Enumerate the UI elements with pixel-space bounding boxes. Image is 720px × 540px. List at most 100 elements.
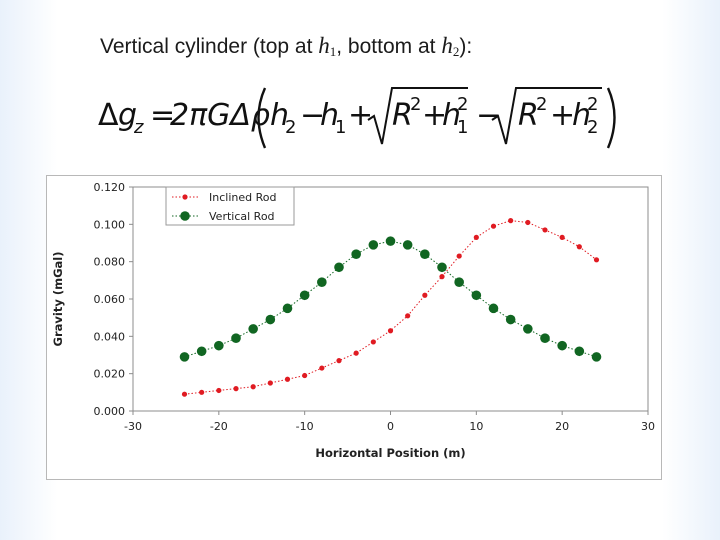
formula-h2: h: [270, 98, 289, 133]
formula-plus: +: [348, 98, 373, 133]
data-point: [405, 313, 411, 319]
data-point: [282, 303, 293, 314]
data-point: [540, 333, 550, 343]
legend-label: Vertical Rod: [209, 210, 275, 223]
chart-frame: 0.000 0.020 0.040 0.060 0.080 0.100 0.120 -30 -2…: [46, 175, 662, 480]
formula-plus-inner-1: +: [422, 98, 447, 133]
x-tick-label: 30: [641, 420, 655, 433]
heading-var-h1: h: [318, 33, 330, 58]
data-point: [302, 372, 308, 379]
formula-left-paren: [257, 87, 267, 149]
y-tick-label: 0.120: [94, 181, 126, 194]
formula-right-paren: [606, 87, 616, 149]
data-point: [439, 274, 445, 280]
x-axis-label: Horizontal Position (m): [315, 446, 465, 460]
formula-R-2: R: [518, 98, 539, 133]
data-point: [387, 328, 394, 334]
data-point: [508, 218, 514, 224]
heading-suffix: ):: [459, 35, 473, 58]
data-point: [216, 387, 222, 394]
axes: 0.000 0.020 0.040 0.060 0.080 0.100 0.120 -30 -2…: [51, 181, 655, 460]
formula-h1-sq: h: [442, 98, 461, 133]
data-point: [317, 277, 327, 287]
formula-equals: =: [150, 98, 175, 133]
formula-minus-1: −: [300, 98, 325, 133]
data-point: [319, 365, 325, 371]
heading-var-h2: h: [441, 33, 453, 58]
legend-label: Inclined Rod: [209, 191, 276, 204]
formula-h2-sq: h: [572, 98, 591, 133]
data-point: [199, 389, 205, 395]
y-axis-label: Gravity (mGal): [51, 252, 65, 347]
data-point: [368, 240, 379, 250]
data-point: [473, 234, 479, 240]
slide-heading: Vertical cylinder (top at h1, bottom at …: [100, 33, 472, 60]
formula-g: g: [118, 98, 137, 133]
formula-h2-sq-exp: 2: [587, 94, 598, 115]
data-point: [334, 262, 344, 273]
gravity-chart: 0.000 0.020 0.040 0.060 0.080 0.100 0.120 -30 -2…: [51, 181, 655, 460]
legend-marker-1: [180, 211, 190, 221]
formula-g-sub: z: [133, 117, 144, 138]
data-point: [576, 244, 582, 250]
data-point: [505, 314, 516, 325]
data-point: [267, 380, 273, 386]
formula-h2-sub: 2: [285, 117, 296, 138]
series-1: [179, 236, 602, 362]
heading-prefix: Vertical cylinder (top at: [100, 35, 319, 58]
data-point: [591, 352, 602, 362]
formula-h2-sq-sub: 2: [587, 117, 598, 138]
data-point: [542, 227, 548, 233]
data-point: [471, 290, 482, 301]
data-point: [284, 376, 291, 382]
data-point: [351, 249, 361, 259]
data-point: [490, 223, 497, 229]
data-point: [181, 391, 188, 397]
heading-mid: , bottom at: [336, 35, 442, 58]
data-point: [179, 352, 190, 362]
formula-delta: Δ: [98, 98, 119, 133]
formula-h1-sq-sub: 1: [457, 117, 468, 138]
data-point: [196, 346, 207, 357]
data-point: [559, 234, 565, 240]
data-point: [593, 257, 600, 263]
formula-coefficient: 2πGΔρ: [170, 98, 270, 133]
data-point: [525, 219, 531, 226]
x-tick-label: -10: [296, 420, 314, 433]
y-tick-label: 0.000: [94, 405, 126, 418]
data-point: [370, 339, 376, 345]
series-0: [181, 218, 600, 397]
gravity-formula: Δ g z = 2πGΔρ h 2 − h 1 + R 2 + h 1 2 − …: [98, 87, 616, 149]
y-tick-label: 0.020: [94, 368, 126, 381]
data-point: [488, 303, 499, 314]
x-tick-label: 20: [555, 420, 569, 433]
formula-sqrt-2: [491, 87, 602, 145]
formula-h1: h: [320, 98, 339, 133]
data-point: [422, 292, 428, 298]
data-point: [299, 290, 310, 301]
formula-sqrt-1: [367, 87, 468, 145]
data-point: [231, 333, 241, 343]
formula-R-2-exp: 2: [536, 94, 547, 115]
x-tick-label: -20: [210, 420, 228, 433]
formula-h1-sub: 1: [335, 117, 346, 138]
series-group: [179, 218, 602, 397]
data-point: [456, 253, 462, 259]
data-point: [250, 384, 256, 390]
y-tick-label: 0.040: [94, 330, 126, 343]
data-point: [523, 324, 533, 334]
formula-h1-sq-exp: 2: [457, 94, 468, 115]
x-tick-label: -30: [124, 420, 142, 433]
data-point: [557, 340, 567, 351]
y-tick-label: 0.100: [94, 218, 126, 231]
formula-R-1-exp: 2: [410, 94, 421, 115]
data-point: [248, 324, 258, 334]
heading-sub-2: 2: [452, 44, 460, 59]
data-point: [420, 249, 430, 259]
data-point: [574, 346, 585, 357]
data-point: [454, 277, 464, 287]
data-point: [214, 340, 224, 351]
legend-marker-0: [182, 194, 188, 200]
x-tick-label: 10: [469, 420, 483, 433]
formula-R-1: R: [392, 98, 413, 133]
